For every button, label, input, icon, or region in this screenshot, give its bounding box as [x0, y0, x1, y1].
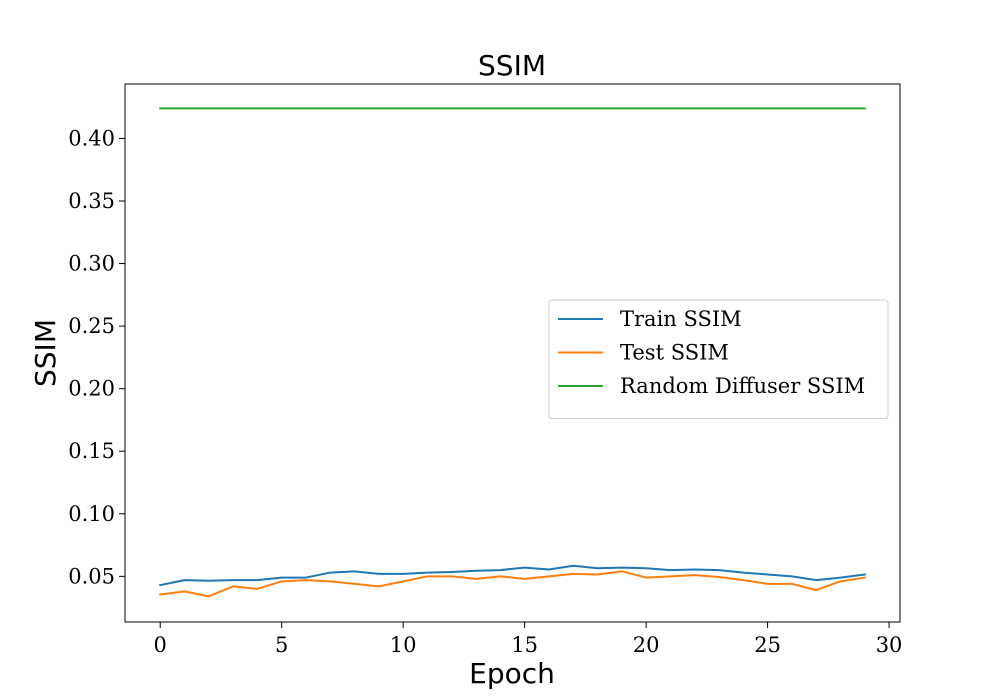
y-tick-label: 0.05: [68, 564, 115, 588]
y-tick-label: 0.15: [68, 439, 115, 463]
legend-box: [548, 299, 889, 419]
chart-title: SSIM: [478, 49, 546, 82]
x-tick-label: 5: [275, 633, 288, 657]
plot-frame: [124, 83, 901, 623]
y-axis: 0.05 0.10 0.15 0.20 0.25 0.30 0.35 0.40: [68, 126, 125, 588]
y-tick-label: 0.10: [68, 502, 115, 526]
legend: Train SSIM Test SSIM Random Diffuser SSIM: [548, 299, 889, 419]
legend-label-1: Train SSIM: [620, 307, 742, 331]
series-line-2: [159, 570, 866, 598]
plot-series: [159, 107, 866, 598]
x-axis-label: Epoch: [469, 657, 555, 690]
y-tick-label: 0.20: [68, 377, 115, 401]
legend-label-2: Test SSIM: [620, 341, 729, 365]
y-tick-label: 0.35: [68, 189, 115, 213]
x-tick-label: 10: [390, 633, 417, 657]
y-tick-label: 0.30: [68, 252, 115, 276]
y-tick-label: 0.40: [68, 126, 115, 150]
y-axis-label: SSIM: [29, 319, 62, 387]
x-tick-label: 15: [511, 633, 538, 657]
x-tick-label: 20: [633, 633, 660, 657]
x-tick-label: 25: [754, 633, 781, 657]
x-tick-label: 0: [154, 633, 167, 657]
x-tick-label: 30: [876, 633, 903, 657]
series-line-1: [159, 564, 866, 587]
x-axis: 0 5 10 15 20 25 30: [154, 622, 903, 657]
y-tick-label: 0.25: [68, 314, 115, 338]
legend-label-3: Random Diffuser SSIM: [620, 374, 865, 398]
